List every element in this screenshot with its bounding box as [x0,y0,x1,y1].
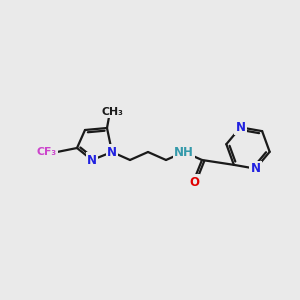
Text: NH: NH [174,146,194,158]
Text: N: N [87,154,97,166]
Text: CH₃: CH₃ [101,107,123,117]
Text: N: N [236,121,245,134]
Text: N: N [107,146,117,158]
Text: N: N [250,162,260,175]
Text: O: O [189,176,199,188]
Text: CF₃: CF₃ [37,147,57,157]
